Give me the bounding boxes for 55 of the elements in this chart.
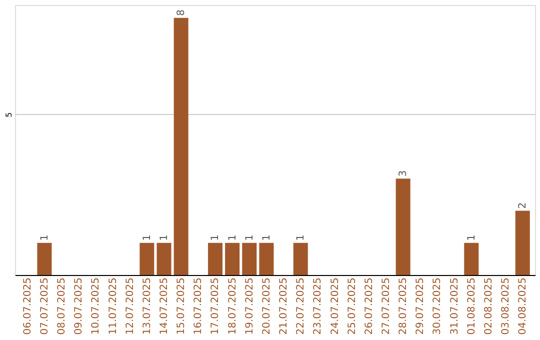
x-tick-label: 18.07.2025 xyxy=(227,278,238,335)
x-tick-label: 19.07.2025 xyxy=(244,278,256,335)
data-label: 1 xyxy=(210,234,222,241)
bar xyxy=(259,242,274,275)
x-tick-label: 13.07.2025 xyxy=(142,278,153,335)
x-tick-label: 28.07.2025 xyxy=(398,278,410,335)
data-label: 1 xyxy=(244,234,256,241)
bar xyxy=(242,242,257,275)
bar xyxy=(156,242,172,275)
data-label: 2 xyxy=(518,202,529,209)
x-tick-label: 12.07.2025 xyxy=(124,278,136,335)
bar xyxy=(293,242,308,275)
x-tick-label: 29.07.2025 xyxy=(415,278,426,335)
bar xyxy=(464,242,479,275)
x-tick-label: 26.07.2025 xyxy=(364,278,375,335)
x-tick-label: 11.07.2025 xyxy=(108,278,119,335)
data-label: 1 xyxy=(227,234,238,241)
x-tick-label: 23.07.2025 xyxy=(312,278,324,335)
data-label: 1 xyxy=(296,234,307,241)
x-tick-label: 02.08.2025 xyxy=(483,278,494,335)
data-label: 1 xyxy=(159,234,170,241)
bar xyxy=(174,18,188,275)
x-tick-label: 27.07.2025 xyxy=(381,278,392,335)
data-label: 1 xyxy=(261,234,272,241)
x-tick-label: 03.08.2025 xyxy=(500,278,512,335)
x-tick-label: 20.07.2025 xyxy=(261,278,272,335)
bar xyxy=(515,210,530,275)
x-tick-label: 25.07.2025 xyxy=(346,278,358,335)
x-tick-label: 04.08.2025 xyxy=(518,278,529,335)
data-label: 1 xyxy=(466,234,478,241)
x-tick-label: 16.07.2025 xyxy=(193,278,204,335)
x-tick-label: 06.07.2025 xyxy=(22,278,34,335)
bar xyxy=(140,242,154,275)
bar xyxy=(37,242,52,275)
x-tick-label: 07.07.2025 xyxy=(39,278,50,335)
x-tick-label: 10.07.2025 xyxy=(90,278,102,335)
x-tick-label: 30.07.2025 xyxy=(432,278,444,335)
x-tick-label: 24.07.2025 xyxy=(330,278,341,335)
x-tick-label: 08.07.2025 xyxy=(56,278,68,335)
x-tick-label: 15.07.2025 xyxy=(176,278,188,335)
data-label: 8 xyxy=(176,9,188,16)
data-label: 1 xyxy=(142,234,153,241)
x-tick-label: 17.07.2025 xyxy=(210,278,222,335)
x-tick-label: 31.07.2025 xyxy=(449,278,460,335)
x-tick-label: 14.07.2025 xyxy=(159,278,170,335)
y-tick-label: 5 xyxy=(4,112,14,118)
x-tick-label: 01.08.2025 xyxy=(466,278,478,335)
bar xyxy=(208,242,222,275)
bar xyxy=(225,242,240,275)
x-tick-label: 21.07.2025 xyxy=(278,278,290,335)
x-tick-label: 09.07.2025 xyxy=(74,278,85,335)
bar xyxy=(396,178,410,275)
x-tick-label: 22.07.2025 xyxy=(296,278,307,335)
data-label: 3 xyxy=(398,170,410,177)
data-label: 1 xyxy=(39,234,50,241)
